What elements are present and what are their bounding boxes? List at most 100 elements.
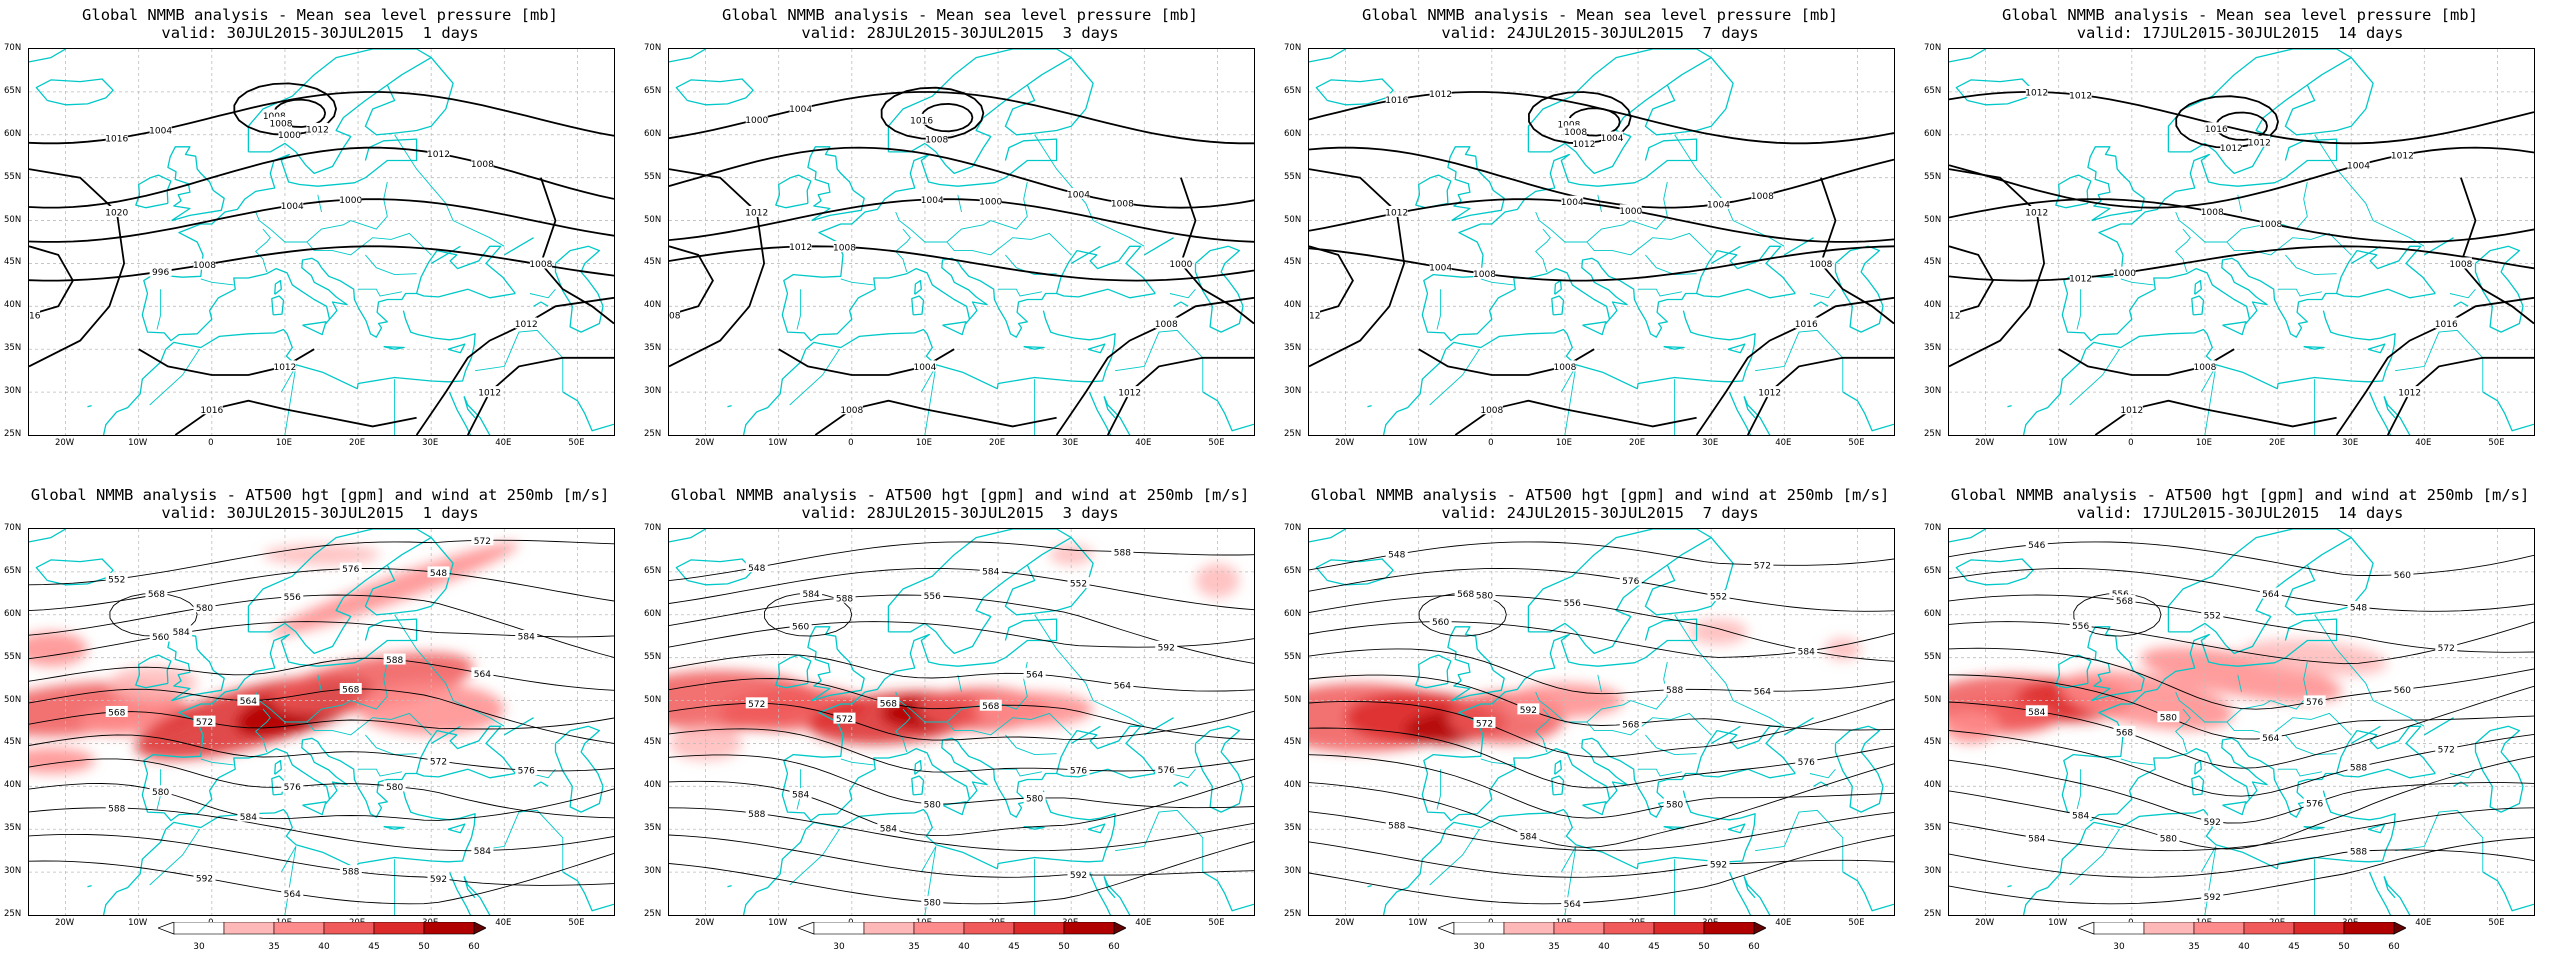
contour-label: 1008 — [471, 160, 494, 170]
lat-tick-label: 45N — [644, 257, 662, 268]
coastlines — [669, 529, 1254, 915]
colorbar-tick-label: 50 — [418, 942, 430, 952]
contour-label: 1008 — [925, 135, 948, 145]
colorbar-tick-label: 60 — [1108, 942, 1120, 952]
colorbar: 30 35 40 45 50 60 — [796, 921, 1127, 952]
contour-label: 588 — [386, 656, 403, 666]
panel-title: Global NMMB analysis - Mean sea level pr… — [82, 6, 558, 24]
mslp-panel-3: Global NMMB analysis - Mean sea level pr… — [1280, 0, 1920, 480]
contour-label: 588 — [1666, 686, 1683, 696]
lat-tick-label: 35N — [644, 823, 662, 834]
lon-tick-label: 10E — [1555, 438, 1573, 448]
map-area: 1016 1012 1004 996 1000 1008 1020 1016 1012 1012 1… — [28, 48, 615, 436]
map-svg: 1016 1004 1004 1004 1012 1008 1012 1012 1016 1012… — [1309, 49, 1894, 435]
borders — [789, 134, 1204, 435]
colorbar-tick-label: 45 — [1648, 942, 1660, 952]
map-svg: 1012 1004 1008 1012 1012 1016 1012 1012 1016 1012… — [1949, 49, 2534, 435]
lat-tick-label: 70N — [1284, 43, 1302, 53]
lat-tick-label: 25N — [1284, 429, 1302, 439]
contour-label: 592 — [2204, 818, 2221, 828]
contour-label: 584 — [2028, 834, 2045, 844]
lon-tick-label: 10E — [275, 438, 293, 448]
panel-valid-period: valid: 30JUL2015-30JUL2015 1 days — [161, 504, 479, 522]
lat-tick-label: 35N — [1284, 823, 1302, 834]
contour-label: 1008 — [1809, 260, 1832, 270]
contour-label: 1016 — [200, 406, 223, 416]
lon-tick-label: 40E — [1775, 918, 1792, 928]
lon-tick-label: 10W — [768, 918, 788, 928]
contour-label: 572 — [836, 715, 853, 725]
contour-label: 1008 — [2449, 260, 2472, 270]
contour-label: 552 — [1710, 593, 1727, 603]
contour-label: 1016 — [2435, 320, 2458, 330]
contour-label: 552 — [108, 575, 125, 585]
map-area: 552 548 556 560 564 568 572 576 580 584 588 592 564 5… — [28, 528, 615, 916]
colorbar: 30 35 40 45 50 60 — [1436, 921, 1767, 952]
jet-core — [29, 631, 88, 667]
contour-label: 580 — [924, 899, 941, 909]
contour-label: 588 — [2350, 764, 2367, 774]
lon-tick-label: 30E — [1702, 438, 1719, 448]
lon-tick-label: 50E — [568, 918, 585, 928]
lat-tick-label: 35N — [644, 343, 662, 354]
z500-wind-panel-1: Global NMMB analysis - AT500 hgt [gpm] a… — [0, 480, 640, 960]
lat-tick-label: 55N — [1284, 171, 1302, 182]
contour-label: 1008 — [2193, 363, 2216, 373]
lon-tick-label: 20W — [1974, 918, 1995, 928]
lat-tick-label: 30N — [1284, 386, 1302, 397]
contour-label: 576 — [2306, 800, 2323, 810]
contour-label: 584 — [880, 824, 897, 834]
contour-label: 572 — [1754, 561, 1771, 571]
colorbar-tick-label: 35 — [268, 942, 280, 952]
map-area: 1016 1004 1004 1004 1012 1008 1012 1012 1016 1012… — [1308, 48, 1895, 436]
colorbar-tick-label: 45 — [2288, 942, 2300, 952]
coastlines — [669, 49, 1254, 435]
panel-title: Global NMMB analysis - Mean sea level pr… — [722, 6, 1198, 24]
contour-label: 552 — [2204, 611, 2221, 621]
lon-tick-label: 10W — [2048, 918, 2068, 928]
isobars — [1949, 91, 2534, 435]
contour-label: 1000 — [1619, 207, 1642, 217]
map-svg: 1000 1004 1004 1012 1008 1016 1012 1008 1008 1012… — [669, 49, 1254, 435]
lat-tick-label: 55N — [1924, 171, 1942, 182]
lat-tick-label: 25N — [644, 909, 662, 919]
contour-label: 560 — [1432, 618, 1449, 628]
panel-title: Global NMMB analysis - AT500 hgt [gpm] a… — [1310, 486, 1890, 504]
contour-label: 588 — [836, 594, 853, 604]
panel-title: Global NMMB analysis - AT500 hgt [gpm] a… — [1950, 486, 2530, 504]
lon-tick-label: 20W — [1334, 918, 1355, 928]
contour-label: 580 — [1666, 800, 1683, 810]
contour-label: 564 — [2262, 734, 2279, 744]
contour-label: 560 — [792, 622, 809, 632]
contour-label: 1012 — [1385, 208, 1408, 218]
lon-tick-label: 0 — [208, 438, 214, 448]
lat-tick-label: 35N — [4, 823, 22, 834]
contour-labels: 1016 1004 1004 1004 1012 1008 1012 1012 1016 1012… — [1309, 87, 1833, 416]
contour-label: 568 — [982, 702, 999, 712]
jet-core — [1689, 619, 1748, 645]
lat-tick-label: 45N — [4, 257, 22, 268]
jet-core — [1824, 637, 1862, 661]
lon-tick-label: 50E — [1848, 918, 1865, 928]
lat-tick-label: 70N — [644, 523, 662, 533]
lat-tick-label: 55N — [1924, 651, 1942, 662]
contour-label: 1008 — [1564, 128, 1587, 138]
borders — [1429, 614, 1844, 915]
lon-tick-label: 50E — [2488, 918, 2505, 928]
lon-tick-label: 40E — [1135, 438, 1152, 448]
lat-tick-label: 50N — [1924, 694, 1942, 705]
lat-tick-label: 25N — [1924, 429, 1942, 439]
contour-label: 588 — [1114, 548, 1131, 558]
contour-label: 576 — [2306, 698, 2323, 708]
z500-wind-panel-2: Global NMMB analysis - AT500 hgt [gpm] a… — [640, 480, 1280, 960]
contour-label: 1012 — [2069, 92, 2092, 102]
lat-tick-label: 50N — [1924, 214, 1942, 225]
contour-label: 1012 — [2391, 151, 2414, 161]
lon-tick-label: 40E — [1135, 918, 1152, 928]
contour-label: 568 — [2116, 597, 2133, 607]
contour-label: 1008 — [833, 243, 856, 253]
lat-tick-label: 70N — [4, 43, 22, 53]
contour-labels: 552 548 556 560 564 568 572 576 580 584 588 592 564 5… — [105, 534, 538, 900]
contour-label: 1000 — [979, 198, 1002, 208]
colorbar-tick-label: 50 — [2338, 942, 2350, 952]
